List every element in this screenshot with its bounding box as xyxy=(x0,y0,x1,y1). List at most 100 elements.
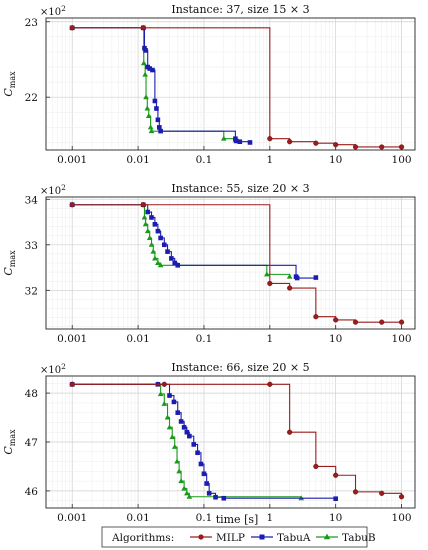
data-point-tabub xyxy=(152,255,158,261)
y-axis-label: Cmax xyxy=(2,71,17,97)
panel-title: Instance: 37, size 15 × 3 xyxy=(171,3,309,16)
legend-box xyxy=(101,526,368,548)
data-point-tabub xyxy=(184,490,190,496)
data-point-tabua xyxy=(195,450,200,456)
y-axis-label: Cmax xyxy=(2,429,17,455)
x-tick-label: 1 xyxy=(266,154,273,166)
data-point-tabub xyxy=(142,71,148,77)
data-point-tabua xyxy=(178,419,184,424)
data-point-milp xyxy=(287,139,293,145)
series-tabua xyxy=(69,382,338,502)
data-point-tabua xyxy=(165,249,170,254)
data-point-milp xyxy=(313,314,319,320)
data-point-tabua xyxy=(187,433,192,439)
plot-frame xyxy=(45,17,416,151)
data-point-tabub xyxy=(142,221,149,227)
data-point-tabub xyxy=(157,391,164,397)
data-point-tabub xyxy=(141,214,148,220)
x-tick-label: 0.01 xyxy=(126,333,149,345)
y-tick-label: 22 xyxy=(25,92,38,104)
data-point-tabub xyxy=(181,485,187,491)
series-line-tabub xyxy=(72,27,236,141)
y-axis-label: Cmax xyxy=(2,250,17,276)
y-multiplier: ×102 xyxy=(40,4,66,18)
data-point-tabua xyxy=(158,235,163,241)
data-point-tabub xyxy=(145,113,152,119)
data-point-tabua xyxy=(147,66,152,71)
data-point-tabua xyxy=(152,222,158,227)
data-point-tabua xyxy=(145,209,151,215)
y-tick-label: 48 xyxy=(25,388,38,400)
data-point-milp xyxy=(287,285,293,291)
data-point-milp xyxy=(267,280,273,287)
data-point-tabua xyxy=(161,242,167,248)
legend: Algorithms: MILP TabuA TabuB xyxy=(101,526,376,548)
data-point-tabub xyxy=(166,424,173,430)
y-multiplier: ×102 xyxy=(40,183,66,197)
data-point-tabua xyxy=(157,125,162,130)
series-tabua xyxy=(69,25,253,145)
data-point-tabub xyxy=(146,234,153,240)
data-point-tabub xyxy=(143,94,149,100)
data-point-tabua xyxy=(198,461,204,467)
series-tabua xyxy=(69,202,319,281)
data-point-tabua xyxy=(191,442,197,447)
x-tick-label: 0.001 xyxy=(57,512,87,524)
panel-2: 0.001 0.01 0.1 1 10 100 32 33 34×102 Instance: 55… xyxy=(2,182,416,345)
data-point-tabub xyxy=(286,273,293,279)
data-point-milp xyxy=(398,319,405,325)
data-point-tabua xyxy=(181,425,187,430)
x-tick-label: 0.001 xyxy=(57,333,87,345)
data-point-tabub xyxy=(164,414,171,420)
data-point-tabua xyxy=(171,399,177,405)
legend-marker-tabua xyxy=(259,534,265,540)
data-point-tabua xyxy=(201,471,207,477)
data-point-milp xyxy=(161,381,167,387)
panel-1: 0.001 0.01 0.1 1 10 100 22 23×102 Instance: 37, … xyxy=(2,3,416,166)
data-point-tabua xyxy=(333,496,338,502)
series-tabub xyxy=(69,381,305,501)
data-point-tabub xyxy=(171,443,178,449)
data-point-tabub xyxy=(144,228,151,234)
y-tick-label: 46 xyxy=(25,486,39,498)
data-point-tabub xyxy=(157,262,164,268)
legend-marker-milp xyxy=(198,534,204,540)
data-point-tabua xyxy=(158,128,163,134)
series-milp xyxy=(69,202,405,325)
data-point-tabub xyxy=(147,124,154,130)
x-tick-label: 100 xyxy=(392,333,412,345)
y-tick-label: 34 xyxy=(25,194,39,206)
data-point-tabua xyxy=(247,140,253,145)
x-tick-label: 1 xyxy=(266,512,273,524)
data-point-tabua xyxy=(154,106,159,111)
data-point-tabub xyxy=(148,241,155,247)
data-point-tabub xyxy=(169,434,176,440)
data-point-milp xyxy=(379,319,385,325)
data-point-milp xyxy=(333,317,339,323)
data-point-milp xyxy=(352,319,359,325)
data-point-tabub xyxy=(144,105,151,111)
panel-title: Instance: 55, size 20 × 3 xyxy=(171,182,309,195)
data-point-tabua xyxy=(175,262,181,268)
series-tabub xyxy=(69,24,239,143)
data-point-tabub xyxy=(161,400,168,406)
x-tick-label: 1 xyxy=(266,333,273,345)
data-point-tabua xyxy=(213,494,218,500)
data-point-tabua xyxy=(206,491,212,496)
x-tick-label: 0.1 xyxy=(196,512,213,524)
x-tick-label: 0.01 xyxy=(126,154,149,166)
data-point-tabua xyxy=(204,481,209,486)
legend-label-tabua: TabuA xyxy=(277,532,311,544)
x-tick-label: 100 xyxy=(392,512,412,524)
data-point-tabub xyxy=(220,135,227,141)
data-point-milp xyxy=(333,142,339,148)
x-tick-label: 10 xyxy=(329,154,342,166)
series-line-milp xyxy=(72,204,402,323)
y-multiplier: ×102 xyxy=(40,362,66,376)
x-tick-label: 0.01 xyxy=(126,512,149,524)
data-point-milp xyxy=(379,144,385,150)
data-point-tabua xyxy=(155,117,161,123)
y-tick-label: 33 xyxy=(25,240,38,252)
legend-title: Algorithms: xyxy=(111,532,174,544)
data-point-milp xyxy=(140,202,146,208)
